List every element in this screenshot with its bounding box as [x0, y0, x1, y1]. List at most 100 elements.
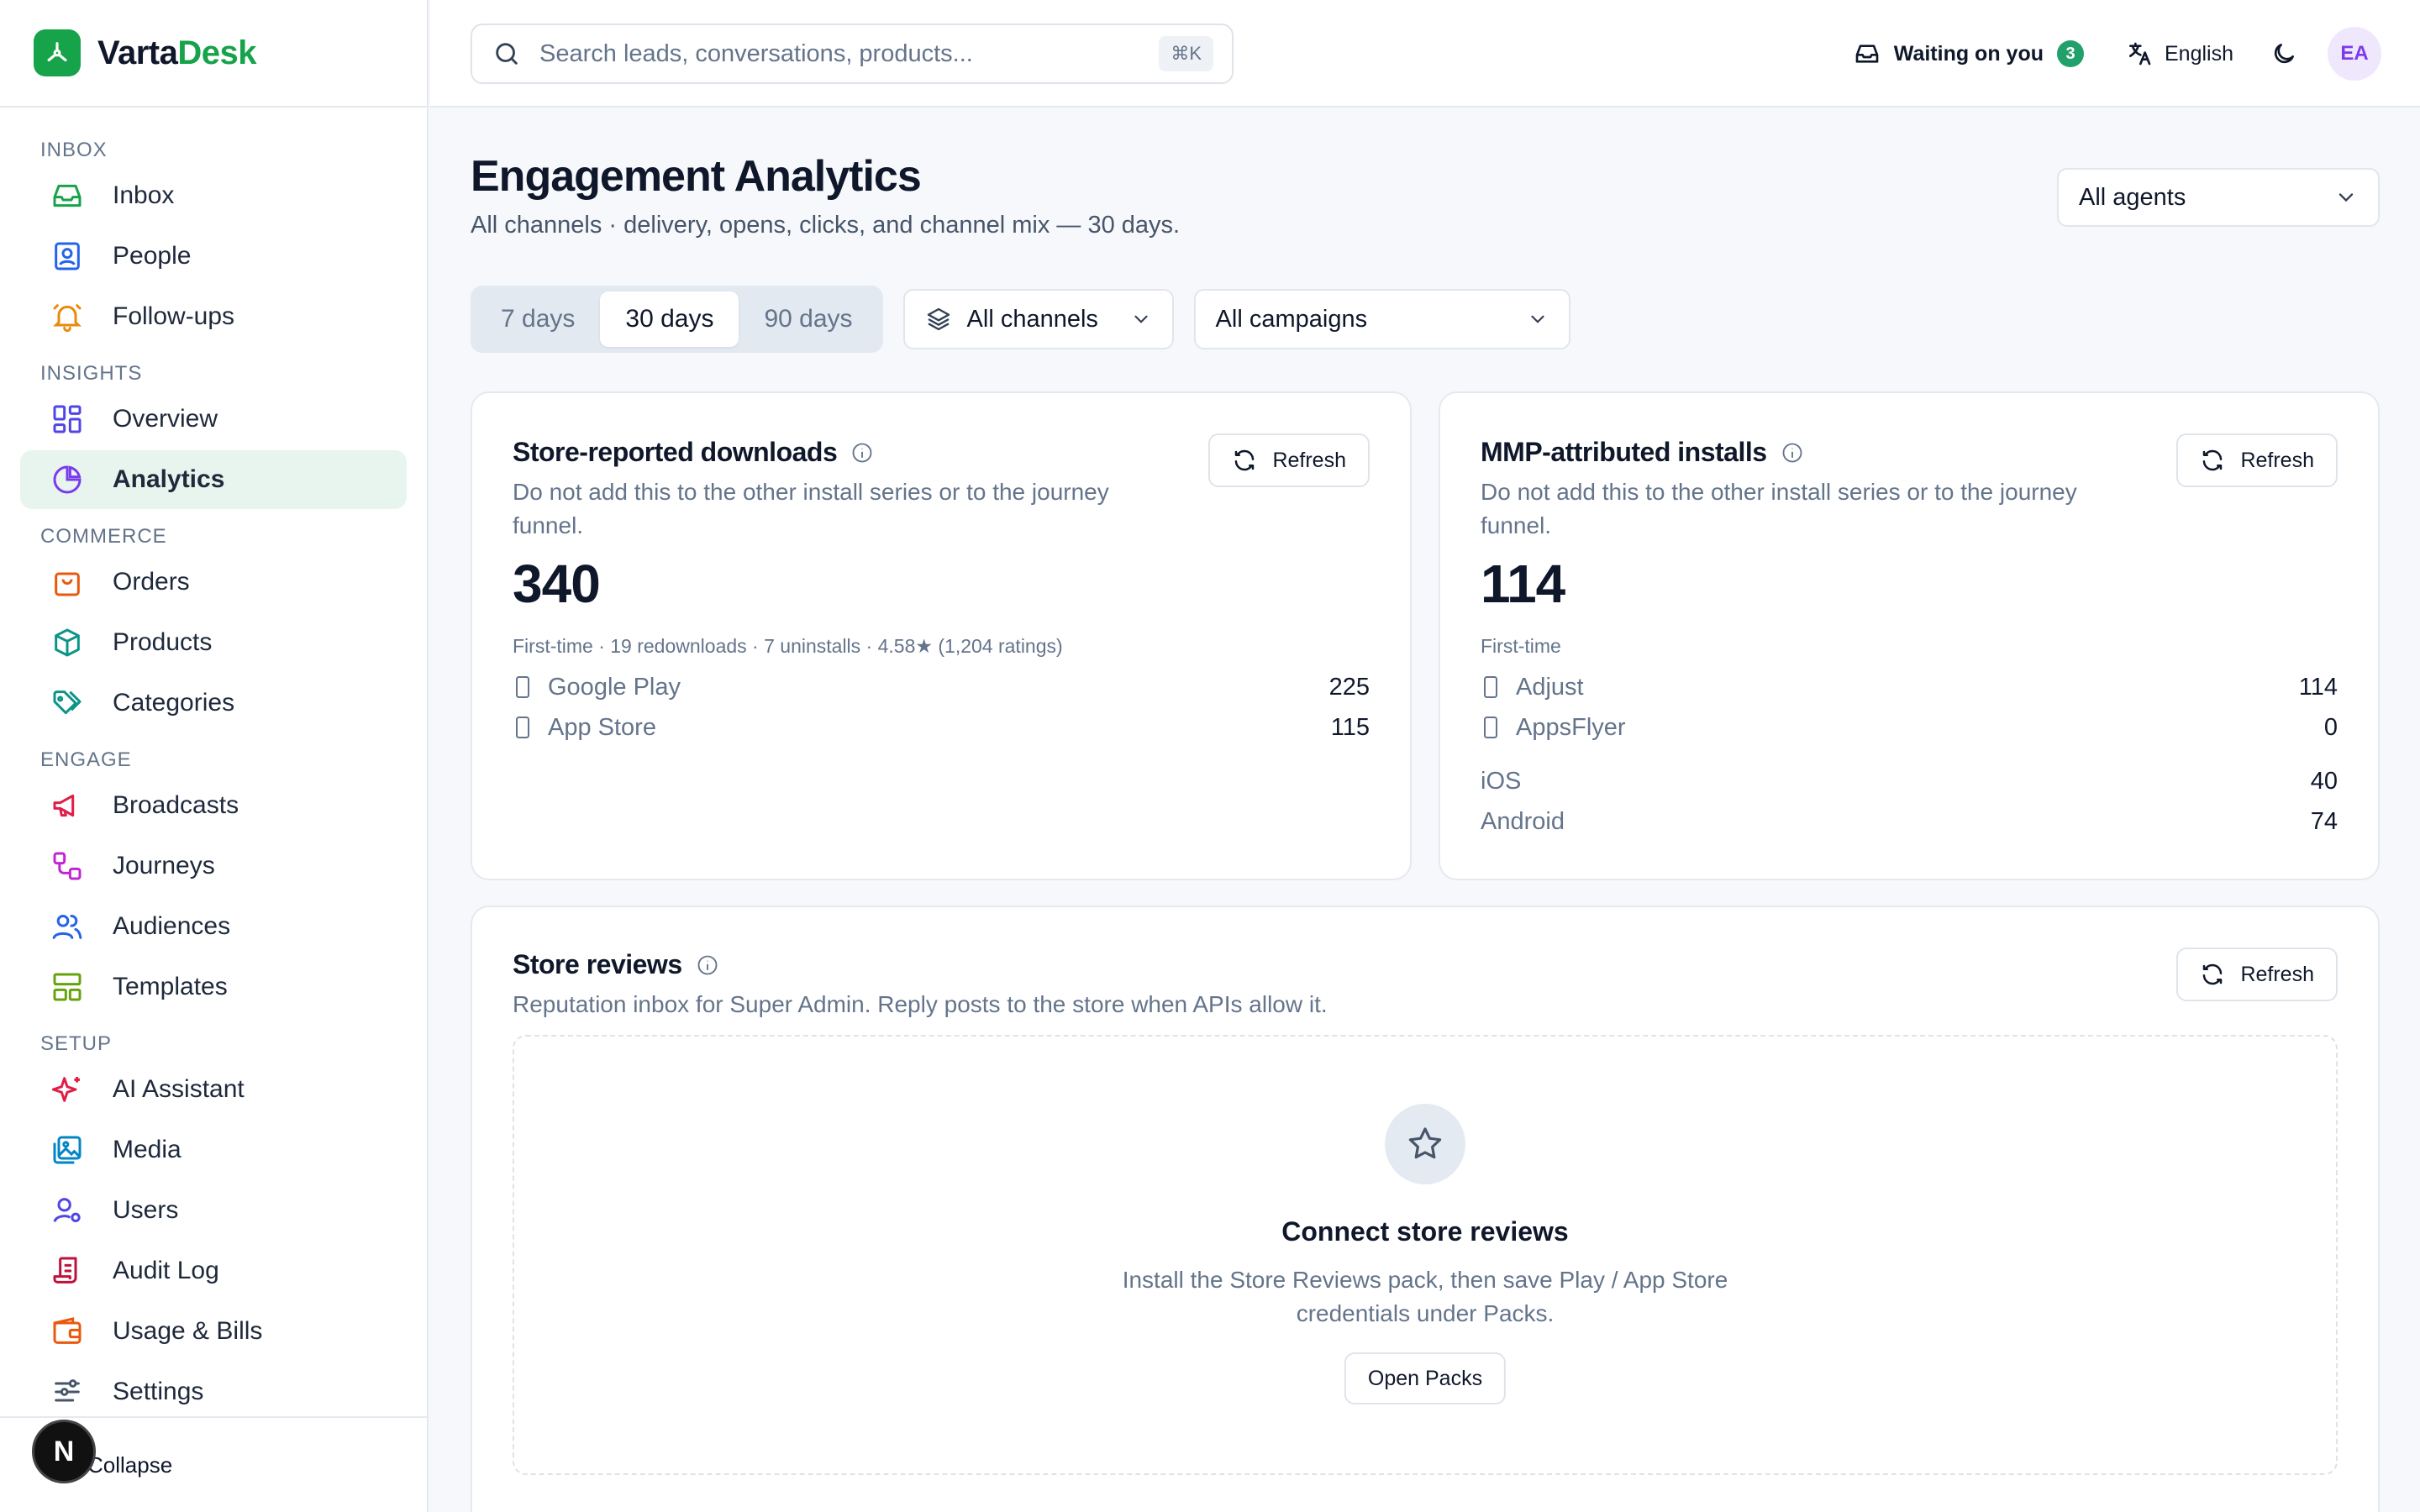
brand[interactable]: VartaDesk	[0, 0, 427, 108]
filter-bar: 7 days 30 days 90 days All channels All …	[471, 286, 1570, 353]
range-30-days[interactable]: 30 days	[600, 291, 739, 347]
smartphone-icon	[1484, 717, 1497, 738]
channel-filter-select[interactable]: All channels	[902, 289, 1174, 349]
sidebar-item-label: Overview	[113, 405, 218, 433]
nav-section-setup: SETUP	[40, 1032, 113, 1055]
moon-icon	[2274, 44, 2294, 64]
waiting-label: Waiting on you	[1893, 41, 2044, 66]
box-icon	[55, 628, 80, 657]
language-label: English	[2165, 41, 2233, 66]
nav-section-commerce: COMMERCE	[40, 525, 167, 548]
list-item: Android 74	[1481, 807, 2338, 835]
installs-meta: First-time	[1481, 635, 1561, 657]
sidebar-item-label: Media	[113, 1136, 182, 1163]
topbar: Search leads, conversations, products...…	[430, 0, 2420, 108]
sidebar-item-label: Journeys	[113, 852, 215, 879]
sidebar-item-audit-log[interactable]: Audit Log	[20, 1242, 407, 1300]
sidebar-item-orders[interactable]: Orders	[20, 553, 407, 612]
bell-icon	[53, 304, 82, 333]
sidebar-item-categories[interactable]: Categories	[20, 674, 407, 732]
range-7-days[interactable]: 7 days	[501, 305, 576, 333]
sidebar-item-analytics[interactable]: Analytics	[20, 450, 407, 509]
refresh-button[interactable]: Refresh	[2176, 433, 2338, 487]
store-reviews-card: Store reviews Reputation inbox for Super…	[471, 906, 2380, 1512]
info-icon[interactable]	[1781, 441, 1804, 465]
list-item: App Store 115	[513, 707, 1370, 748]
sidebar-item-label: Inbox	[113, 181, 175, 209]
sidebar-item-products[interactable]: Products	[20, 613, 407, 672]
sidebar-item-broadcasts[interactable]: Broadcasts	[20, 776, 407, 835]
sidebar-item-people[interactable]: People	[20, 227, 407, 286]
mmp-installs-card: MMP-attributed installs Do not add this …	[1439, 391, 2380, 880]
sidebar-item-label: Audit Log	[113, 1257, 219, 1284]
card-description: Do not add this to the other install ser…	[1481, 479, 2077, 538]
store-downloads-card: Store-reported downloads Do not add this…	[471, 391, 1412, 880]
layers-icon	[927, 307, 950, 331]
campaign-filter-select[interactable]: All campaigns	[1193, 289, 1570, 349]
layout-icon	[53, 973, 82, 1001]
nav-section-insights: INSIGHTS	[40, 362, 143, 385]
workflow-icon	[53, 852, 82, 880]
search-input[interactable]: Search leads, conversations, products...…	[471, 24, 1234, 84]
list-item: iOS 40	[1481, 767, 2338, 795]
shortcut-hint: ⌘K	[1159, 36, 1213, 71]
card-title: MMP-attributed installs	[1481, 437, 1804, 468]
refresh-button[interactable]: Refresh	[2176, 948, 2338, 1001]
chevron-down-icon	[1530, 315, 1544, 323]
info-icon[interactable]	[850, 441, 874, 465]
refresh-icon	[1235, 449, 1255, 471]
sidebar-item-label: Follow-ups	[113, 302, 235, 330]
sidebar-item-overview[interactable]: Overview	[20, 390, 407, 449]
dashboard-icon	[53, 405, 82, 433]
pie-chart-icon	[53, 465, 82, 494]
installs-total: 114	[1481, 554, 1565, 614]
agent-filter-select[interactable]: All agents	[2057, 168, 2380, 227]
card-title: Store reviews	[513, 949, 719, 980]
channel-filter-value: All channels	[966, 305, 1098, 333]
search-placeholder: Search leads, conversations, products...	[539, 39, 973, 67]
sidebar-item-inbox[interactable]: Inbox	[20, 166, 407, 225]
nav-section-engage: ENGAGE	[40, 748, 132, 771]
refresh-icon	[2203, 963, 2223, 985]
card-description: Do not add this to the other install ser…	[513, 479, 1109, 538]
sidebar-item-settings[interactable]: Settings	[20, 1362, 407, 1421]
sidebar-item-label: AI Assistant	[113, 1075, 245, 1103]
sidebar-item-users[interactable]: Users	[20, 1181, 407, 1240]
sidebar-item-journeys[interactable]: Journeys	[20, 837, 407, 895]
translate-icon	[2129, 42, 2151, 66]
campaign-filter-value: All campaigns	[1215, 305, 1368, 333]
language-switcher[interactable]: English	[2126, 40, 2233, 67]
waiting-on-you-button[interactable]: Waiting on you 3	[1854, 40, 2084, 67]
sidebar-item-audiences[interactable]: Audiences	[20, 897, 407, 956]
theme-toggle[interactable]	[2270, 40, 2297, 67]
sidebar-item-templates[interactable]: Templates	[20, 958, 407, 1016]
chevron-down-icon	[2338, 193, 2354, 202]
sidebar-item-usage-bills[interactable]: Usage & Bills	[20, 1302, 407, 1361]
card-title: Store-reported downloads	[513, 437, 874, 468]
sidebar-nav: INBOX Inbox People Follow-ups INSIGHTS O…	[0, 108, 427, 1421]
user-cog-icon	[53, 1198, 81, 1222]
sidebar-item-label: People	[113, 242, 192, 270]
sidebar-item-ai-assistant[interactable]: AI Assistant	[20, 1060, 407, 1119]
range-90-days[interactable]: 90 days	[764, 305, 853, 333]
sidebar-item-follow-ups[interactable]: Follow-ups	[20, 287, 407, 346]
dev-tools-badge[interactable]: N	[32, 1420, 96, 1483]
info-icon[interactable]	[696, 953, 719, 977]
sliders-icon	[55, 1379, 80, 1402]
range-segmented-control: 7 days 30 days 90 days	[471, 286, 883, 353]
sparkles-icon	[51, 1077, 80, 1102]
downloads-total: 340	[513, 554, 601, 614]
empty-state-title: Connect store reviews	[1281, 1216, 1569, 1247]
sidebar-item-label: Categories	[113, 689, 235, 717]
store-breakdown: Google Play 225 App Store 115	[513, 667, 1370, 748]
refresh-icon	[2203, 449, 2223, 471]
open-packs-button[interactable]: Open Packs	[1344, 1352, 1507, 1404]
avatar[interactable]: EA	[2328, 27, 2381, 81]
nav-section-inbox: INBOX	[40, 139, 108, 161]
sidebar-item-media[interactable]: Media	[20, 1121, 407, 1179]
wallet-icon	[53, 1317, 82, 1344]
sidebar-item-label: Orders	[113, 568, 190, 596]
inbox-icon	[53, 184, 82, 207]
refresh-button[interactable]: Refresh	[1208, 433, 1370, 487]
users-icon	[52, 915, 82, 939]
